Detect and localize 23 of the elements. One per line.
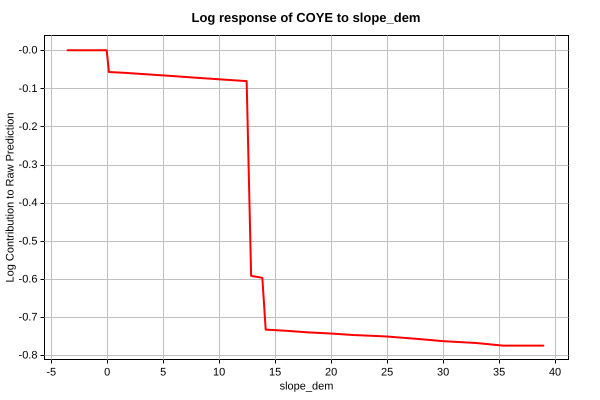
x-axis-title: slope_dem (280, 380, 334, 392)
x-tick-label: 40 (548, 366, 562, 378)
y-tick-label: -0.7 (18, 312, 38, 324)
chart-title: Log response of COYE to slope_dem (192, 10, 420, 25)
y-tick-label: -0.2 (18, 120, 38, 133)
y-tick-label: -0.3 (18, 159, 38, 172)
x-tick-label: 15 (269, 366, 282, 378)
y-tick-label: -0.0 (18, 44, 38, 57)
y-tick-label: -0.4 (18, 197, 38, 210)
line-series (66, 49, 544, 347)
y-tick-label: -0.5 (18, 235, 38, 248)
x-tick-label: 25 (380, 366, 394, 378)
y-tick-label: -0.8 (18, 350, 38, 362)
y-axis-title: Log Contribution to Raw Prediction (4, 112, 17, 282)
x-tick-label: 20 (325, 366, 338, 378)
x-tick-label: 5 (160, 366, 166, 378)
y-tick-label: -0.1 (18, 82, 38, 95)
y-tick-label: -0.6 (18, 273, 38, 286)
x-tick-label: 10 (213, 366, 226, 378)
x-tick-label: -5 (46, 366, 56, 378)
x-tick-label: 30 (436, 366, 450, 378)
x-tick-label: 35 (492, 366, 506, 378)
x-tick-label: 0 (104, 366, 110, 378)
